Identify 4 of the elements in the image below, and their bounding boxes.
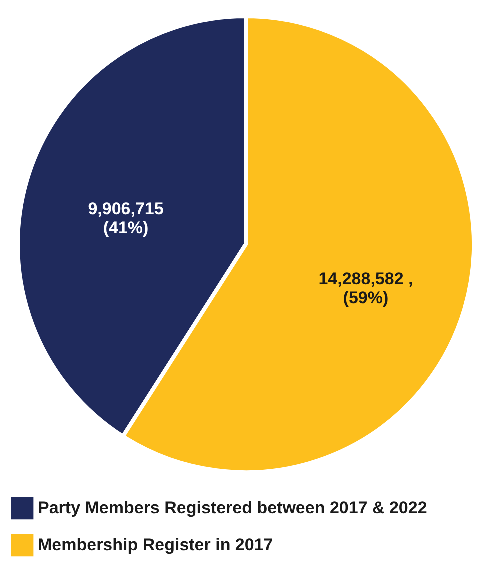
legend-label: Membership Register in 2017 [38, 536, 274, 554]
legend-label: Party Members Registered between 2017 & 2022 [38, 498, 428, 518]
data-label: 14,288,582 , (59%) [318, 270, 414, 308]
data-label: 9,906,715 (41%) [88, 199, 164, 238]
